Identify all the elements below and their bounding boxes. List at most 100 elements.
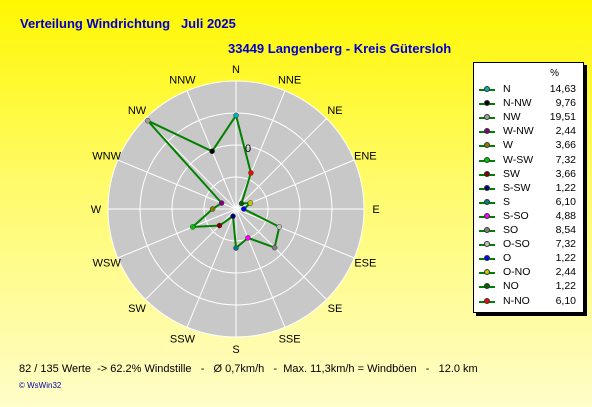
data-point bbox=[233, 245, 239, 251]
legend-direction-name: O bbox=[503, 252, 512, 265]
grid-spoke bbox=[235, 208, 327, 300]
legend-direction-name: S-SW bbox=[503, 181, 531, 194]
data-point bbox=[189, 224, 196, 230]
direction-label: E bbox=[372, 204, 379, 216]
data-point bbox=[247, 200, 254, 206]
data-point bbox=[230, 213, 236, 219]
legend-direction-name: S-SO bbox=[503, 209, 529, 222]
legend-item: S-SO 4,88 bbox=[474, 210, 583, 224]
legend-direction-name: O-SO bbox=[503, 238, 530, 251]
grid-spoke bbox=[235, 208, 286, 328]
data-point bbox=[216, 222, 223, 229]
legend-direction-name: N-NW bbox=[503, 97, 532, 110]
legend-dot-swatch bbox=[484, 100, 490, 107]
legend-percent-value: 6,10 bbox=[555, 294, 576, 307]
data-point bbox=[238, 200, 245, 207]
direction-label: SSW bbox=[170, 333, 196, 345]
legend-percent-value: 1,22 bbox=[555, 181, 576, 194]
chart-title: Verteilung Windrichtung Juli 2025 bbox=[20, 16, 236, 31]
legend-dot-swatch bbox=[484, 142, 490, 149]
direction-label: SE bbox=[328, 303, 343, 315]
legend-percent-value: 7,32 bbox=[555, 238, 576, 251]
software-credit: © WsWin32 bbox=[19, 381, 62, 390]
direction-label: ESE bbox=[354, 258, 376, 270]
legend-percent-value: 4,88 bbox=[555, 209, 576, 222]
direction-label: WNW bbox=[92, 150, 121, 162]
legend-box: % N 14,63 N-NW 9,76 NW 19,51 W-NW 2,44 W 3,66 W-SW… bbox=[473, 62, 584, 313]
legend-dot-swatch bbox=[484, 156, 490, 163]
legend-dot-swatch bbox=[484, 184, 490, 191]
direction-label: ENE bbox=[354, 150, 377, 162]
legend-dot-swatch bbox=[484, 114, 490, 121]
legend-item: S 6,10 bbox=[474, 196, 583, 210]
legend-dot-swatch bbox=[484, 198, 490, 205]
legend-percent-value: 14,63 bbox=[549, 83, 576, 95]
legend-percent-value: 8,54 bbox=[555, 224, 576, 236]
legend-percent-value: 3,66 bbox=[555, 167, 576, 180]
grid-spoke bbox=[235, 159, 355, 210]
legend-item: W-NW 2,44 bbox=[474, 125, 583, 139]
data-point bbox=[218, 200, 225, 206]
legend-item: W 3,66 bbox=[474, 139, 583, 153]
legend-dot-swatch bbox=[484, 241, 490, 248]
data-point bbox=[233, 112, 239, 119]
legend-direction-name: SO bbox=[503, 224, 519, 236]
legend-item: N-NW 9,76 bbox=[474, 97, 583, 111]
legend-item: O-NO 2,44 bbox=[474, 266, 583, 280]
direction-label: SSE bbox=[279, 333, 301, 345]
legend-direction-name: W bbox=[503, 139, 513, 152]
grid-spoke bbox=[117, 159, 237, 210]
legend-item: SW 3,66 bbox=[474, 168, 583, 182]
footer-summary: 82 / 135 Werte -> 62.2% Windstille - Ø 0… bbox=[19, 363, 478, 375]
legend-direction-name: O-NO bbox=[503, 266, 531, 279]
legend-direction-name: S bbox=[503, 195, 511, 208]
legend-percent-value: 1,22 bbox=[555, 280, 576, 293]
data-point bbox=[271, 244, 278, 251]
grid-spoke bbox=[235, 90, 286, 210]
direction-label: S bbox=[232, 344, 239, 356]
data-point bbox=[209, 206, 216, 212]
legend-dot-swatch bbox=[484, 255, 490, 262]
legend-direction-name: SW bbox=[503, 167, 520, 180]
legend-item: NW 19,51 bbox=[474, 111, 583, 125]
legend-item: W-SW 7,32 bbox=[474, 154, 583, 168]
grid-spoke bbox=[235, 118, 327, 210]
data-point bbox=[248, 170, 254, 176]
legend-percent-value: 2,44 bbox=[555, 266, 576, 279]
legend-dot-swatch bbox=[484, 128, 490, 135]
data-point bbox=[144, 117, 151, 124]
direction-label: NNE bbox=[278, 75, 301, 87]
legend-dot-swatch bbox=[484, 227, 490, 233]
direction-label: NE bbox=[327, 105, 342, 117]
legend-direction-name: NO bbox=[503, 280, 519, 293]
grid-spoke bbox=[235, 208, 355, 259]
legend-percent-value: 9,76 bbox=[555, 97, 576, 110]
legend-unit-label: % bbox=[550, 68, 559, 79]
legend-percent-value: 6,10 bbox=[555, 195, 576, 208]
legend-item: N-NO 6,10 bbox=[474, 295, 583, 309]
legend-dot-swatch bbox=[484, 283, 490, 290]
direction-label: N bbox=[232, 64, 240, 76]
legend-direction-name: N-NO bbox=[503, 294, 530, 307]
legend-item: O 1,22 bbox=[474, 252, 583, 266]
direction-label: NNW bbox=[169, 75, 196, 87]
data-point bbox=[241, 206, 247, 212]
legend-percent-value: 2,44 bbox=[555, 125, 576, 138]
legend-direction-name: NW bbox=[503, 111, 521, 124]
direction-label: SW bbox=[128, 303, 146, 315]
legend-dot-swatch bbox=[484, 212, 490, 219]
chart-subtitle: 33449 Langenberg - Kreis Gütersloh bbox=[228, 41, 452, 56]
direction-label: W bbox=[91, 204, 102, 216]
legend-dot-swatch bbox=[484, 269, 490, 276]
grid-spoke bbox=[117, 208, 237, 259]
legend-item: O-SO 7,32 bbox=[474, 238, 583, 252]
wind-rose-layer: 0 N NNE NE ENE E ESE SE SSE S SSW SW WSW W WNW NW NNW bbox=[91, 64, 380, 356]
grid-spoke bbox=[186, 208, 237, 328]
legend-dot-swatch bbox=[484, 170, 490, 177]
legend-item: N 14,63 bbox=[474, 83, 583, 97]
legend-percent-value: 7,32 bbox=[555, 153, 576, 166]
legend-direction-name: W-SW bbox=[503, 153, 534, 166]
direction-label: WSW bbox=[93, 258, 122, 270]
direction-label: NW bbox=[128, 105, 147, 117]
